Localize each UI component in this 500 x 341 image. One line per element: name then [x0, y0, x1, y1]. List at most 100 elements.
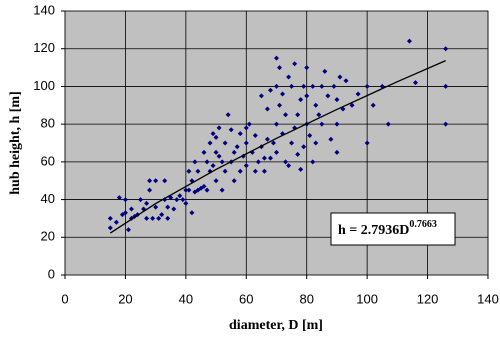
point — [295, 151, 301, 157]
point — [213, 178, 219, 184]
y-tick-label: 40 — [41, 191, 55, 206]
point — [165, 204, 171, 210]
point — [216, 153, 222, 159]
y-tick-label: 0 — [48, 266, 55, 281]
point — [364, 83, 370, 89]
point — [243, 140, 249, 146]
point — [228, 127, 234, 133]
point — [183, 200, 189, 206]
point — [186, 187, 192, 193]
x-tick-label: 100 — [356, 291, 378, 306]
point — [301, 144, 307, 150]
point — [307, 132, 313, 138]
point — [304, 93, 310, 99]
point — [264, 136, 270, 142]
point — [319, 121, 325, 127]
point — [334, 149, 340, 155]
point — [201, 149, 207, 155]
point — [183, 187, 189, 193]
point — [122, 210, 128, 216]
point — [144, 215, 150, 221]
point — [310, 159, 316, 165]
equation-exponent: 0.7663 — [409, 219, 437, 230]
point — [286, 74, 292, 80]
point — [406, 38, 412, 44]
point — [125, 227, 131, 233]
y-tick-label: 60 — [41, 153, 55, 168]
x-tick-label: 0 — [61, 291, 68, 306]
point — [252, 168, 258, 174]
point — [292, 125, 298, 131]
point — [165, 215, 171, 221]
point — [334, 121, 340, 127]
point — [322, 68, 328, 74]
point — [231, 149, 237, 155]
point — [331, 83, 337, 89]
point — [280, 91, 286, 97]
point — [174, 197, 180, 203]
point — [207, 140, 213, 146]
point — [313, 140, 319, 146]
point — [274, 55, 279, 61]
point — [267, 155, 273, 161]
point — [222, 168, 228, 174]
point — [337, 74, 343, 80]
point — [277, 102, 283, 108]
point — [128, 206, 134, 212]
point — [274, 121, 279, 127]
point — [171, 206, 177, 212]
point — [225, 112, 231, 118]
point — [252, 132, 258, 138]
point — [113, 219, 119, 225]
point — [286, 163, 292, 169]
point — [298, 166, 304, 172]
point — [186, 168, 192, 174]
point — [122, 197, 128, 203]
point — [147, 178, 153, 184]
y-tick-label: 100 — [33, 78, 55, 93]
y-tick-label: 80 — [41, 116, 55, 131]
point — [301, 83, 307, 89]
x-axis-title: diameter, D [m] — [229, 318, 323, 333]
point — [443, 83, 449, 89]
point — [213, 134, 219, 140]
point — [319, 83, 325, 89]
point — [295, 112, 301, 118]
point — [180, 197, 186, 203]
point — [255, 159, 261, 165]
point — [334, 97, 340, 103]
point — [246, 121, 252, 127]
point — [216, 125, 222, 131]
point — [343, 78, 349, 84]
point — [325, 93, 331, 99]
point — [412, 80, 418, 86]
y-tick-label: 20 — [41, 229, 55, 244]
point — [243, 125, 249, 131]
point — [292, 61, 298, 67]
point — [298, 97, 304, 103]
point — [328, 136, 334, 142]
x-tick-label: 60 — [239, 291, 253, 306]
point — [261, 155, 267, 161]
point — [234, 144, 240, 150]
equation: h = 2.7936D0.7663 — [338, 219, 437, 238]
equation-box — [330, 212, 456, 246]
point — [153, 204, 159, 210]
y-tick-label: 140 — [33, 2, 55, 17]
equation-text: h = 2.7936D — [338, 223, 409, 238]
point — [204, 159, 210, 165]
point — [270, 140, 276, 146]
point — [159, 212, 165, 218]
point — [258, 93, 264, 99]
point — [107, 225, 113, 231]
point — [210, 131, 216, 137]
point — [261, 168, 267, 174]
point — [283, 112, 289, 118]
y-tick-label: 120 — [33, 40, 55, 55]
marks — [64, 10, 489, 276]
point — [289, 140, 295, 146]
point — [231, 178, 237, 184]
point — [364, 140, 370, 146]
point — [150, 215, 156, 221]
